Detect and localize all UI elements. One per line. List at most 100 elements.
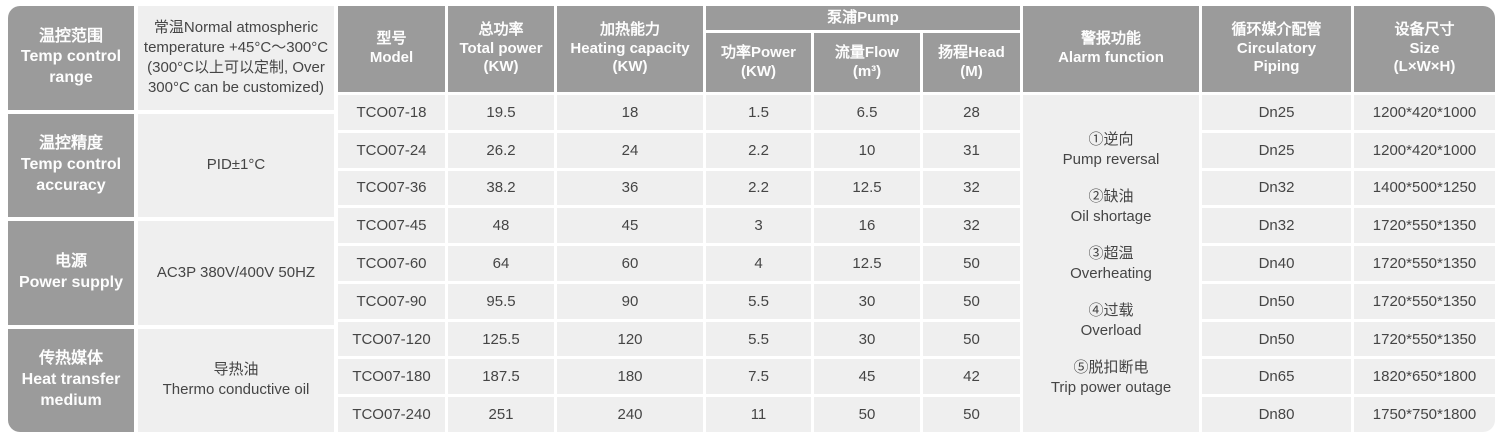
cell-pump-power: 3	[706, 208, 811, 244]
cell-size: 1720*550*1350	[1354, 246, 1495, 281]
alarm-item-en: Pump reversal	[1062, 150, 1160, 168]
cell-heating-capacity: 240	[557, 397, 703, 432]
alarm-item-zh: ②缺油	[1088, 188, 1134, 205]
column-header-total-power: 总功率 Total power (KW)	[448, 6, 554, 92]
cell-pump-power: 2.2	[706, 170, 811, 206]
cell-piping: Dn25	[1202, 132, 1351, 168]
label-en: Temp control range	[20, 48, 122, 87]
cell-head: 28	[923, 95, 1020, 130]
cell-pump-power: 5.5	[706, 283, 811, 319]
cell-piping: Dn80	[1202, 397, 1351, 432]
cell-total-power: 19.5	[448, 95, 554, 130]
cell-flow: 50	[814, 397, 920, 432]
column-header-flow: 流量Flow (m³)	[814, 33, 920, 92]
cell-flow: 10	[814, 132, 920, 168]
cell-size: 1720*550*1350	[1354, 321, 1495, 357]
cell-model: TCO07-45	[338, 208, 445, 244]
cell-heating-capacity: 60	[557, 246, 703, 281]
cell-size: 1720*550*1350	[1354, 283, 1495, 319]
alarm-item-zh: ④过载	[1088, 302, 1134, 319]
label-zh: 传热媒体	[38, 350, 103, 368]
cell-piping: Dn40	[1202, 246, 1351, 281]
label-zh: 温控精度	[38, 135, 103, 153]
alarm-item: ①逆向 Pump reversal	[1023, 130, 1199, 169]
row-label-temp-control-range: 温控范围 Temp control range	[8, 6, 134, 110]
alarm-item-en: Trip power outage	[1050, 378, 1172, 396]
alarm-item: ②缺油 Oil shortage	[1023, 187, 1199, 226]
column-header-model: 型号 Model	[338, 6, 445, 92]
cell-head: 32	[923, 170, 1020, 206]
cell-flow: 16	[814, 208, 920, 244]
label-en: Temp control accuracy	[20, 155, 122, 194]
cell-total-power: 64	[448, 246, 554, 281]
column-header-size: 设备尺寸 Size (L×W×H)	[1354, 6, 1495, 92]
cell-head: 50	[923, 246, 1020, 281]
value-power-supply: AC3P 380V/400V 50HZ	[138, 221, 334, 325]
cell-total-power: 251	[448, 397, 554, 432]
cell-heating-capacity: 24	[557, 132, 703, 168]
cell-model: TCO07-60	[338, 246, 445, 281]
cell-heating-capacity: 36	[557, 170, 703, 206]
cell-pump-power: 7.5	[706, 359, 811, 395]
label-en: Heat transfer medium	[21, 370, 121, 409]
cell-piping: Dn50	[1202, 283, 1351, 319]
alarm-item-zh: ⑤脱扣断电	[1073, 359, 1149, 376]
row-label-temp-control-accuracy: 温控精度 Temp control accuracy	[8, 113, 134, 217]
cell-flow: 6.5	[814, 95, 920, 130]
cell-total-power: 125.5	[448, 321, 554, 357]
cell-size: 1200*420*1000	[1354, 95, 1495, 130]
cell-total-power: 26.2	[448, 132, 554, 168]
model-spec-table: 型号 Model 总功率 Total power (KW) 加热能力 Heati…	[338, 6, 1495, 432]
cell-total-power: 38.2	[448, 170, 554, 206]
cell-model: TCO07-18	[338, 95, 445, 130]
cell-size: 1400*500*1250	[1354, 170, 1495, 206]
cell-total-power: 48	[448, 208, 554, 244]
cell-head: 31	[923, 132, 1020, 168]
cell-model: TCO07-120	[338, 321, 445, 357]
cell-model: TCO07-24	[338, 132, 445, 168]
cell-model: TCO07-240	[338, 397, 445, 432]
value-heat-transfer-medium: 导热油 Thermo conductive oil	[138, 328, 334, 432]
cell-piping: Dn25	[1202, 95, 1351, 130]
cell-total-power: 187.5	[448, 359, 554, 395]
column-header-circulatory-piping: 循环媒介配管 Circulatory Piping	[1202, 6, 1351, 92]
cell-pump-power: 4	[706, 246, 811, 281]
column-group-header-pump: 泵浦Pump	[706, 6, 1020, 30]
cell-model: TCO07-90	[338, 283, 445, 319]
label-zh: 电源	[54, 252, 87, 270]
cell-size: 1750*750*1800	[1354, 397, 1495, 432]
alarm-item: ⑤脱扣断电 Trip power outage	[1023, 358, 1199, 397]
cell-piping: Dn50	[1202, 321, 1351, 357]
cell-heating-capacity: 90	[557, 283, 703, 319]
label-en: Power supply	[18, 273, 124, 291]
cell-pump-power: 2.2	[706, 132, 811, 168]
alarm-item-en: Oil shortage	[1070, 207, 1152, 225]
cell-flow: 30	[814, 283, 920, 319]
cell-flow: 12.5	[814, 170, 920, 206]
cell-head: 50	[923, 321, 1020, 357]
cell-pump-power: 11	[706, 397, 811, 432]
cell-pump-power: 5.5	[706, 321, 811, 357]
cell-head: 50	[923, 397, 1020, 432]
column-header-pump-power: 功率Power (KW)	[706, 33, 811, 92]
cell-heating-capacity: 120	[557, 321, 703, 357]
cell-total-power: 95.5	[448, 283, 554, 319]
cell-heating-capacity: 45	[557, 208, 703, 244]
cell-head: 32	[923, 208, 1020, 244]
cell-flow: 45	[814, 359, 920, 395]
row-label-heat-transfer-medium: 传热媒体 Heat transfer medium	[8, 328, 134, 432]
cell-heating-capacity: 180	[557, 359, 703, 395]
column-header-heating-capacity: 加热能力 Heating capacity (KW)	[557, 6, 703, 92]
cell-head: 50	[923, 283, 1020, 319]
cell-heating-capacity: 18	[557, 95, 703, 130]
cell-pump-power: 1.5	[706, 95, 811, 130]
cell-model: TCO07-180	[338, 359, 445, 395]
value-temp-control-accuracy: PID±1°C	[138, 113, 334, 217]
cell-model: TCO07-36	[338, 170, 445, 206]
alarm-item-en: Overload	[1080, 321, 1142, 339]
cell-piping: Dn65	[1202, 359, 1351, 395]
cell-size: 1820*650*1800	[1354, 359, 1495, 395]
cell-head: 42	[923, 359, 1020, 395]
alarm-item-zh: ①逆向	[1088, 131, 1134, 148]
